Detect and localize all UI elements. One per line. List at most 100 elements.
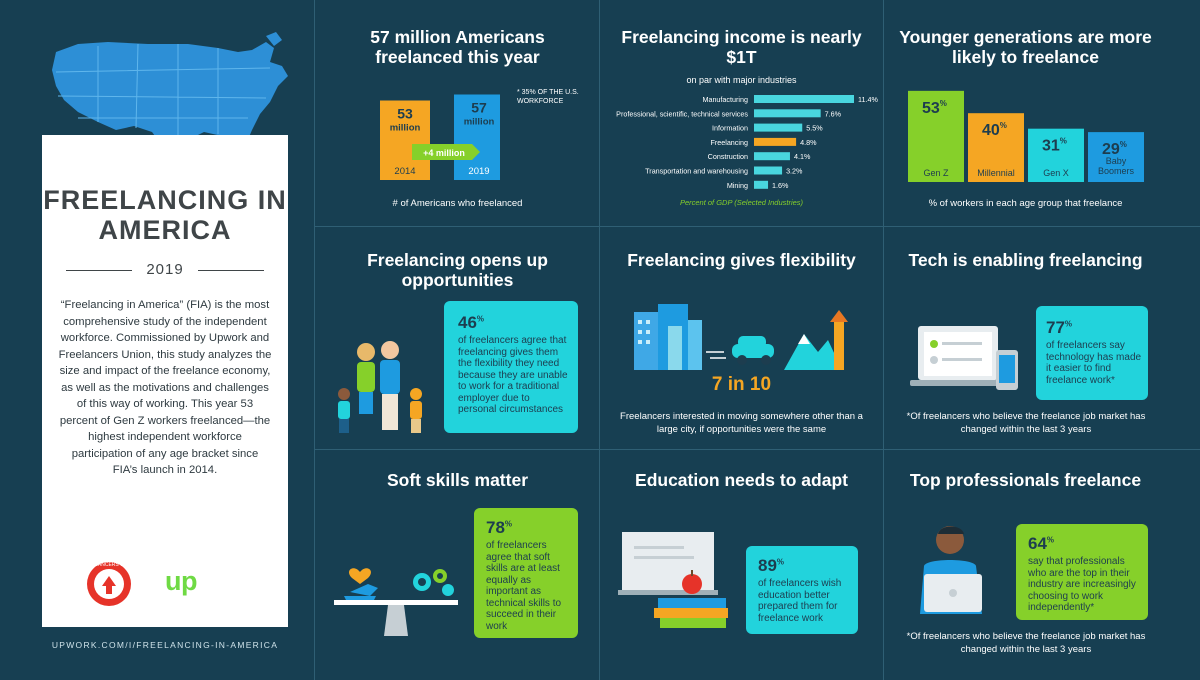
panel6-title: Tech is enabling freelancing xyxy=(908,250,1143,270)
report-year: 2019 xyxy=(146,261,184,278)
bar-value-label: 53 xyxy=(397,106,413,122)
grid-divider xyxy=(314,0,315,680)
bar-value-label: 7.6% xyxy=(825,109,842,118)
intro-card: FREELANCING IN AMERICA 2019 “Freelancing… xyxy=(42,135,288,627)
year-divider: 2019 xyxy=(42,261,288,279)
svg-text:+4 million: +4 million xyxy=(423,148,465,158)
us-map-icon xyxy=(52,32,288,164)
upwork-logo: upwork xyxy=(165,566,259,596)
grid-divider xyxy=(314,226,1200,227)
devices-illustration xyxy=(910,326,1018,390)
panel4-title: Freelancing opens up opportunities xyxy=(367,250,548,290)
bar xyxy=(1028,128,1084,182)
stat-text: of freelancers agree that freelancing gi… xyxy=(458,335,568,415)
bar-2014 xyxy=(380,100,430,180)
bar-category-label: Professional, scientific, technical serv… xyxy=(616,109,748,118)
footer-url[interactable]: UPWORK.COM/I/FREELANCING-IN-AMERICA xyxy=(51,640,279,650)
freelancers-bar-chart: 53 million 57 million 2014 2019 +4 milli… xyxy=(380,94,500,180)
stat-percent: 64% xyxy=(1028,534,1055,553)
svg-text:FREELANCERS UNION: FREELANCERS UNION xyxy=(82,562,137,568)
bar-value-label: 4.1% xyxy=(794,152,811,161)
soft-skills-stat-card: 78% of freelancers agree that soft skill… xyxy=(474,508,578,638)
stat-text: of freelancers say technology has made i… xyxy=(1046,340,1142,386)
panel5-title: Freelancing gives flexibility xyxy=(627,250,856,270)
stat-text: say that professionals who are the top i… xyxy=(1028,556,1136,613)
panel9-title: Top professionals freelance xyxy=(909,470,1142,490)
gdp-bar-chart: Manufacturing 11.4% Professional, scientif… xyxy=(616,95,878,190)
bar-category-label: Gen Z xyxy=(923,168,949,178)
stat-text: of freelancers wish education better pre… xyxy=(758,578,842,624)
panel2-subtitle: on par with major industries xyxy=(686,75,797,85)
books-apple-illustration xyxy=(618,532,728,628)
bar-category-label: 2014 xyxy=(394,166,415,177)
bar xyxy=(754,109,821,118)
bar xyxy=(754,95,854,103)
workforce-note: * 35% OF THE U.S. WORKFORCE xyxy=(517,89,579,105)
bar-category-label: Millennial xyxy=(977,168,1015,178)
stat-percent: 46% xyxy=(458,313,485,332)
bar-category-label: Manufacturing xyxy=(702,95,748,104)
stat-text: of freelancers agree that soft skills ar… xyxy=(486,540,562,632)
stat-percent: 78% xyxy=(486,518,513,537)
professional-illustration xyxy=(920,526,982,614)
bar-category-label: Mining xyxy=(727,181,748,190)
balance-scale-illustration xyxy=(334,568,458,636)
bar-value-label: 5.5% xyxy=(806,124,823,133)
bar-category-label: Baby xyxy=(1106,156,1127,166)
panel2-title: Freelancing income is nearly $1T xyxy=(621,27,862,67)
bar-2019 xyxy=(454,94,500,180)
panel7-title: Soft skills matter xyxy=(386,470,529,490)
left-column: FREELANCING IN AMERICA 2019 “Freelancing… xyxy=(0,0,315,680)
family-illustration xyxy=(338,341,422,433)
bar-value-label: 4.8% xyxy=(800,138,817,147)
page-title: FREELANCING IN AMERICA xyxy=(43,185,287,245)
intro-text: “Freelancing in America” (FIA) is the mo… xyxy=(58,299,272,476)
bar-value-unit: million xyxy=(390,123,421,134)
panel6-footnote: *Of freelancers who believe the freelanc… xyxy=(906,411,1146,435)
increase-arrow: +4 million xyxy=(412,144,480,160)
flexibility-stat: 7 in 10 xyxy=(711,374,772,395)
bar-value-label: 1.6% xyxy=(772,181,789,190)
grid-divider xyxy=(314,449,1200,450)
panel1-caption: # of Americans who freelanced xyxy=(392,198,523,209)
bar-value-label: 57 xyxy=(471,100,487,116)
stat-percent: 89% xyxy=(758,556,785,575)
grid-divider xyxy=(883,0,884,680)
bar-category-label: Information xyxy=(712,124,748,133)
opportunities-stat-card: 46% of freelancers agree that freelancin… xyxy=(444,301,578,433)
gdp-axis-label: Percent of GDP (Selected Industries) xyxy=(679,198,804,207)
education-stat-card: 89% of freelancers wish education better… xyxy=(746,546,858,634)
bar-value-label: 11.4% xyxy=(858,95,878,104)
panel8-title: Education needs to adapt xyxy=(635,470,848,490)
bar xyxy=(754,166,783,175)
bar xyxy=(754,123,803,132)
bar xyxy=(908,90,964,182)
professionals-stat-card: 64% say that professionals who are the t… xyxy=(1016,524,1148,620)
panel3-caption: % of workers in each age group that free… xyxy=(928,198,1123,209)
bar xyxy=(754,152,790,161)
stat-percent: 77% xyxy=(1046,318,1073,337)
panel1-title: 57 million Americans freelanced this yea… xyxy=(370,27,545,67)
panel9-footnote: *Of freelancers who believe the freelanc… xyxy=(906,631,1146,655)
bar-category-label: Construction xyxy=(708,152,748,161)
panel3-title: Younger generations are more likely to f… xyxy=(899,27,1152,67)
bar-category-label: Boomers xyxy=(1098,166,1135,176)
bar xyxy=(968,113,1024,182)
bar xyxy=(1088,132,1144,182)
freelancers-union-logo: FREELANCERS UNION xyxy=(82,562,137,606)
grid-divider xyxy=(599,0,600,680)
city-to-country-illustration xyxy=(634,304,848,370)
divider-line xyxy=(198,270,264,271)
panel5-caption: Freelancers interested in moving somewhe… xyxy=(620,411,863,435)
tech-stat-card: 77% of freelancers say technology has ma… xyxy=(1036,306,1148,400)
bar-category-label: 2019 xyxy=(468,166,489,177)
bar-value-label: 3.2% xyxy=(786,167,803,176)
bar-category-label: Transportation and warehousing xyxy=(645,167,748,176)
bar-category-label: Freelancing xyxy=(710,138,748,147)
bar-category-label: Gen X xyxy=(1043,168,1069,178)
bar xyxy=(754,180,769,189)
divider-line xyxy=(66,270,132,271)
bar-value-unit: million xyxy=(464,117,495,128)
bar xyxy=(754,137,797,146)
